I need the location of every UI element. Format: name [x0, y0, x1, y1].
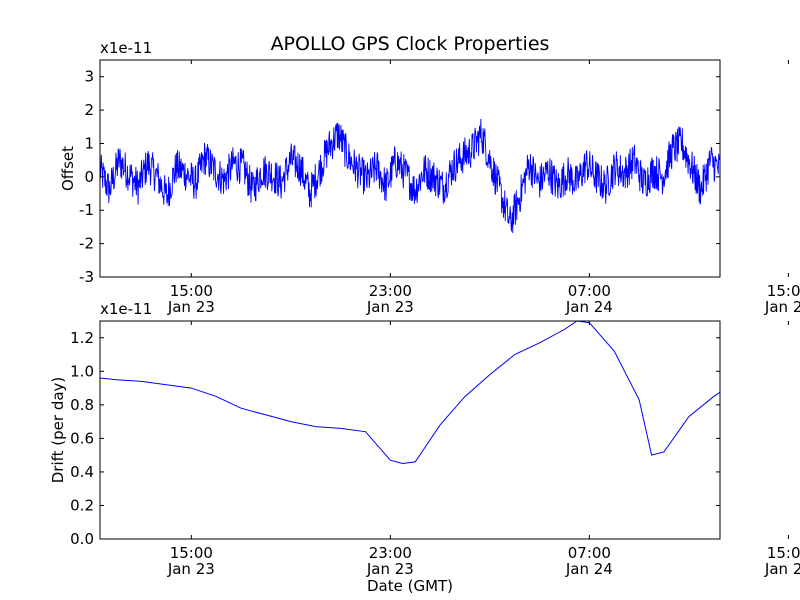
- offset-xtick-label-date: Jan 24: [764, 298, 800, 316]
- offset-xtick-label-time: 23:00: [369, 282, 412, 300]
- drift-ytick-label: 1.2: [70, 329, 94, 347]
- offset-ytick-label: 3: [84, 68, 94, 86]
- drift-xtick-label-time: 07:00: [568, 544, 611, 562]
- drift-ytick-label: 0.2: [70, 496, 94, 514]
- offset-scale-label: x1e-11: [100, 39, 152, 57]
- offset-ytick-label: -3: [79, 268, 94, 286]
- offset-xtick-label-time: 07:00: [568, 282, 611, 300]
- drift-scale-label: x1e-11: [100, 300, 152, 318]
- drift-xtick-label-time: 15:00: [170, 544, 213, 562]
- drift-axes-frame: [99, 320, 721, 540]
- offset-series-line: [100, 118, 720, 234]
- drift-xtick-label-time: 15:00: [767, 544, 800, 562]
- drift-ytick-label: 0.8: [70, 396, 94, 414]
- x-axis-label: Date (GMT): [367, 577, 453, 595]
- drift-xtick-label-date: Jan 24: [565, 560, 613, 578]
- chart-title: APOLLO GPS Clock Properties: [271, 33, 550, 55]
- offset-y-axis-label: Offset: [59, 146, 77, 191]
- offset-xtick-label-time: 15:00: [767, 282, 800, 300]
- offset-ytick-label: 2: [84, 101, 94, 119]
- drift-xtick-label-time: 23:00: [369, 544, 412, 562]
- drift-ytick-label: 0.4: [70, 463, 94, 481]
- drift-xtick-label-date: Jan 24: [764, 560, 800, 578]
- drift-xtick-label-date: Jan 23: [366, 560, 414, 578]
- drift-ytick-label: 1.0: [70, 362, 94, 380]
- offset-ytick-label: -1: [79, 201, 94, 219]
- offset-xtick-label-time: 15:00: [170, 282, 213, 300]
- offset-ytick-label: 1: [84, 134, 94, 152]
- offset-xtick-label-date: Jan 23: [366, 298, 414, 316]
- offset-axes-frame: [99, 59, 721, 278]
- offset-ytick-label: -2: [79, 235, 94, 253]
- offset-xtick-label-date: Jan 23: [167, 298, 215, 316]
- drift-xtick-label-date: Jan 23: [167, 560, 215, 578]
- drift-y-axis-label: Drift (per day): [49, 377, 67, 484]
- offset-xtick-label-date: Jan 24: [565, 298, 613, 316]
- drift-ytick-label: 0.6: [70, 429, 94, 447]
- drift-series-line: [100, 321, 720, 465]
- offset-ytick-label: 0: [84, 168, 94, 186]
- drift-ytick-label: 0.0: [70, 530, 94, 548]
